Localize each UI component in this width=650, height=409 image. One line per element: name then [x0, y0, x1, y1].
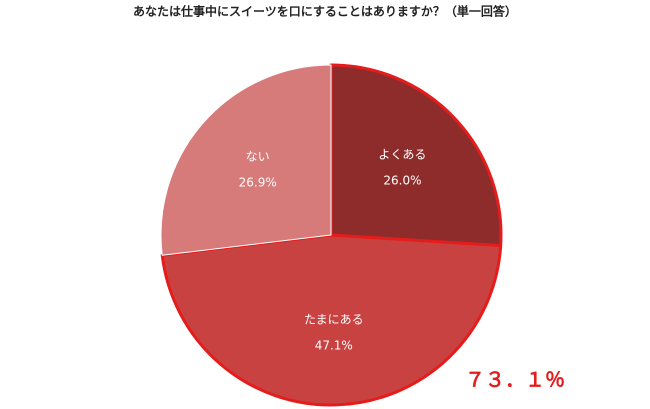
slice-label: ない — [246, 149, 270, 163]
annotation: ７３．１％ — [465, 368, 565, 392]
value-label: 26.9% — [239, 175, 277, 189]
value-label: 47.1% — [315, 338, 353, 352]
slice-label: よくある — [378, 147, 426, 161]
value-label: 26.0% — [383, 173, 421, 187]
pie-slice — [329, 63, 503, 248]
pie-slice — [160, 233, 503, 407]
pie-slice — [160, 64, 332, 256]
chart-title: あなたは仕事中にスイーツを口にすることはありますか？（単一回答） — [133, 4, 517, 19]
slice-label: たまにある — [304, 312, 364, 326]
